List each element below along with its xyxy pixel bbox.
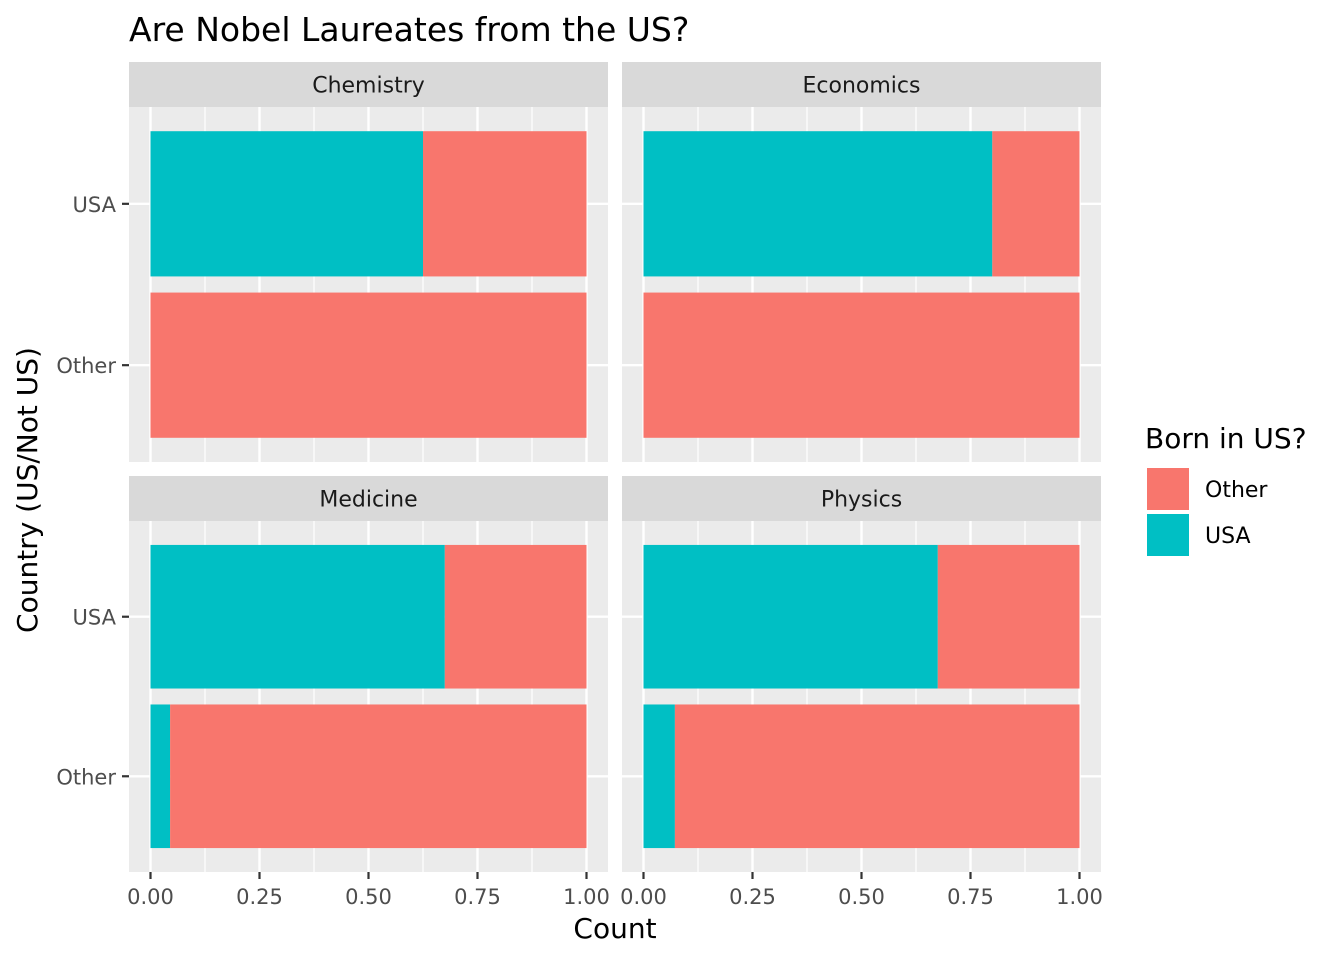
facet-chemistry: Chemistry <box>129 62 608 462</box>
bar-chemistry-usa-usa <box>150 131 423 277</box>
facet-physics: Physics <box>622 476 1101 872</box>
legend-swatch-usa <box>1147 514 1189 556</box>
bar-economics-usa-other <box>992 131 1080 277</box>
strip-chemistry <box>129 62 608 107</box>
bar-physics-usa-other <box>937 544 1080 689</box>
legend-swatch-other <box>1147 468 1189 510</box>
strip-physics <box>622 476 1101 521</box>
bar-economics-usa-usa <box>643 131 993 277</box>
bar-economics-other-other <box>643 292 1080 438</box>
y-tick-label-usa: USA <box>73 193 117 217</box>
facet-medicine: Medicine <box>129 476 608 872</box>
bar-medicine-usa-other <box>444 544 587 689</box>
x-axis-title: Count <box>573 912 656 945</box>
strip-economics <box>622 62 1101 107</box>
bar-physics-other-other <box>674 704 1080 849</box>
legend-label-other: Other <box>1205 478 1268 503</box>
bar-physics-usa-usa <box>643 544 938 689</box>
x-tick-label: 1.00 <box>563 885 610 909</box>
facet-economics: Economics <box>622 62 1101 462</box>
bar-medicine-usa-usa <box>150 544 445 689</box>
y-tick-label-other: Other <box>56 765 116 789</box>
x-tick-label: 0.75 <box>947 885 994 909</box>
bar-medicine-other-other <box>170 704 587 849</box>
x-tick-label: 0.75 <box>454 885 501 909</box>
x-tick-label: 1.00 <box>1056 885 1103 909</box>
y-tick-label-other: Other <box>56 354 116 378</box>
x-tick-label: 0.50 <box>345 885 392 909</box>
x-tick-label: 0.25 <box>236 885 283 909</box>
legend-title: Born in US? <box>1145 422 1307 455</box>
strip-label-medicine: Medicine <box>319 488 417 513</box>
strip-label-economics: Economics <box>803 74 921 99</box>
bar-medicine-other-usa <box>150 704 171 849</box>
strip-medicine <box>129 476 608 521</box>
y-axis-title: Country (US/Not US) <box>11 347 44 633</box>
x-tick-label: 0.00 <box>127 885 174 909</box>
x-tick-label: 0.50 <box>838 885 885 909</box>
legend: Born in US? Other USA <box>1145 422 1307 558</box>
bar-chemistry-usa-other <box>423 131 587 277</box>
facet-panels: Chemistry Economics Medicine Physics <box>129 62 1101 872</box>
bar-physics-other-usa <box>643 704 675 849</box>
legend-label-usa: USA <box>1205 524 1251 549</box>
y-axis: USA Other USA Other <box>56 193 129 789</box>
strip-label-chemistry: Chemistry <box>312 74 425 99</box>
x-tick-label: 0.00 <box>620 885 667 909</box>
strip-label-physics: Physics <box>821 488 902 513</box>
x-tick-label: 0.25 <box>729 885 776 909</box>
bar-chemistry-other-other <box>150 292 587 438</box>
chart-title: Are Nobel Laureates from the US? <box>129 10 689 49</box>
x-axis: 0.00 0.25 0.50 0.75 1.00 0.00 0.25 0.50 0.75 1.00 <box>127 872 1103 909</box>
y-tick-label-usa: USA <box>73 606 117 630</box>
